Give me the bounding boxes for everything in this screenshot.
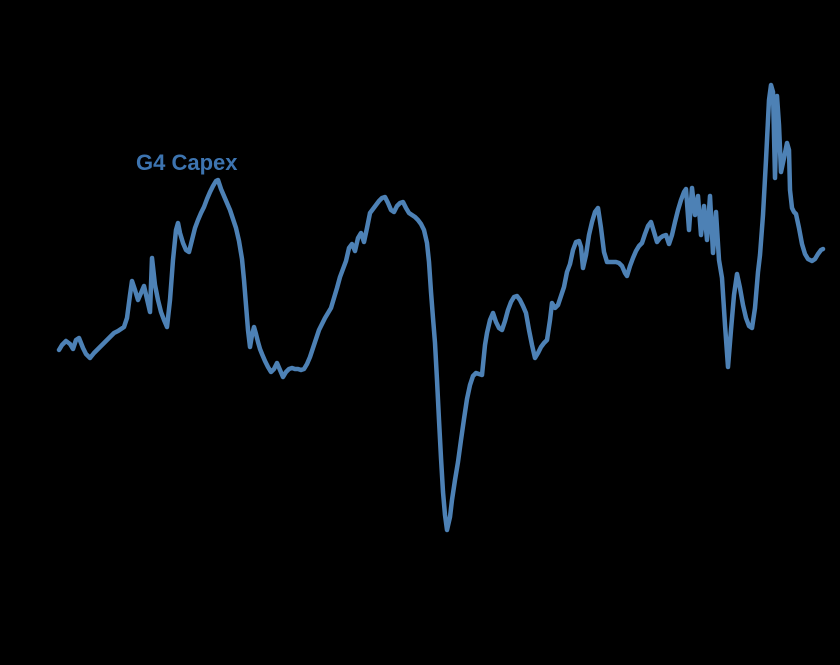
g4-capex-series-label: G4 Capex bbox=[136, 150, 238, 175]
g4-capex-series-line bbox=[56, 82, 826, 533]
